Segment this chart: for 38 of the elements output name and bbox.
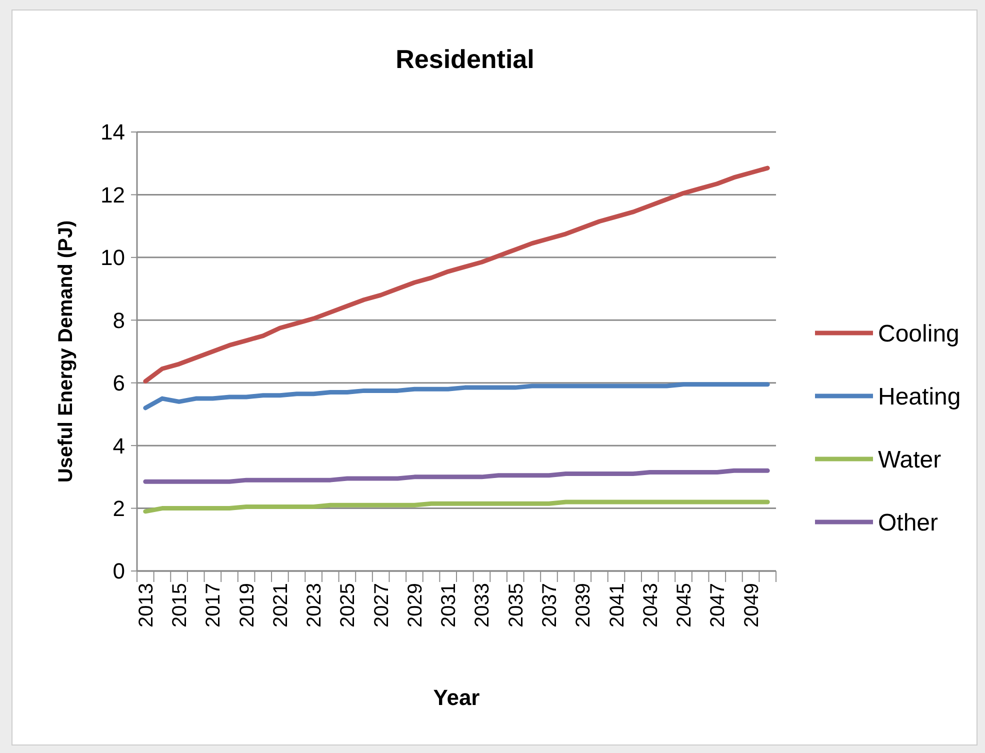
y-tick-label: 4 bbox=[112, 433, 125, 458]
y-tick-label: 2 bbox=[112, 496, 125, 521]
x-tick-label: 2035 bbox=[505, 583, 528, 628]
x-tick-label: 2023 bbox=[304, 583, 326, 628]
x-tick-label: 2019 bbox=[236, 583, 258, 628]
x-tick-label: 2027 bbox=[370, 583, 393, 628]
x-axis-title: Year bbox=[433, 685, 480, 710]
legend-label: Water bbox=[878, 446, 942, 474]
x-tick-label: 2041 bbox=[606, 583, 628, 628]
x-tick-label: 2039 bbox=[572, 583, 595, 628]
legend-label: Other bbox=[878, 509, 938, 536]
x-tick-label: 2033 bbox=[472, 583, 494, 628]
legend-label: Cooling bbox=[878, 320, 960, 348]
y-axis-title: Useful Energy Demand (PJ) bbox=[55, 220, 77, 483]
x-tick-label: 2025 bbox=[337, 583, 360, 628]
x-tick-label: 2031 bbox=[438, 583, 460, 628]
chart-title: Residential bbox=[396, 44, 534, 74]
x-tick-label: 2017 bbox=[202, 583, 225, 628]
x-tick-label: 2029 bbox=[404, 583, 426, 628]
y-tick-label: 14 bbox=[100, 120, 125, 145]
y-tick-label: 6 bbox=[112, 370, 125, 396]
line-series bbox=[143, 500, 770, 514]
x-tick-label: 2037 bbox=[538, 583, 561, 628]
x-tick-label: 2047 bbox=[707, 583, 730, 628]
x-tick-label: 2043 bbox=[640, 583, 662, 628]
y-tick-label: 0 bbox=[112, 558, 125, 584]
y-tick-label: 8 bbox=[112, 308, 125, 333]
x-tick-label: 2049 bbox=[740, 583, 763, 628]
y-tick-label: 12 bbox=[100, 182, 125, 208]
legend-label: Heating bbox=[878, 383, 961, 410]
line-series bbox=[143, 166, 770, 384]
line-series bbox=[143, 382, 770, 410]
line-series bbox=[143, 468, 770, 484]
y-tick-label: 10 bbox=[100, 245, 125, 270]
x-tick-label: 2013 bbox=[135, 583, 158, 628]
x-tick-label: 2045 bbox=[674, 583, 696, 628]
x-tick-label: 2015 bbox=[169, 583, 192, 628]
x-tick-label: 2021 bbox=[270, 583, 292, 628]
